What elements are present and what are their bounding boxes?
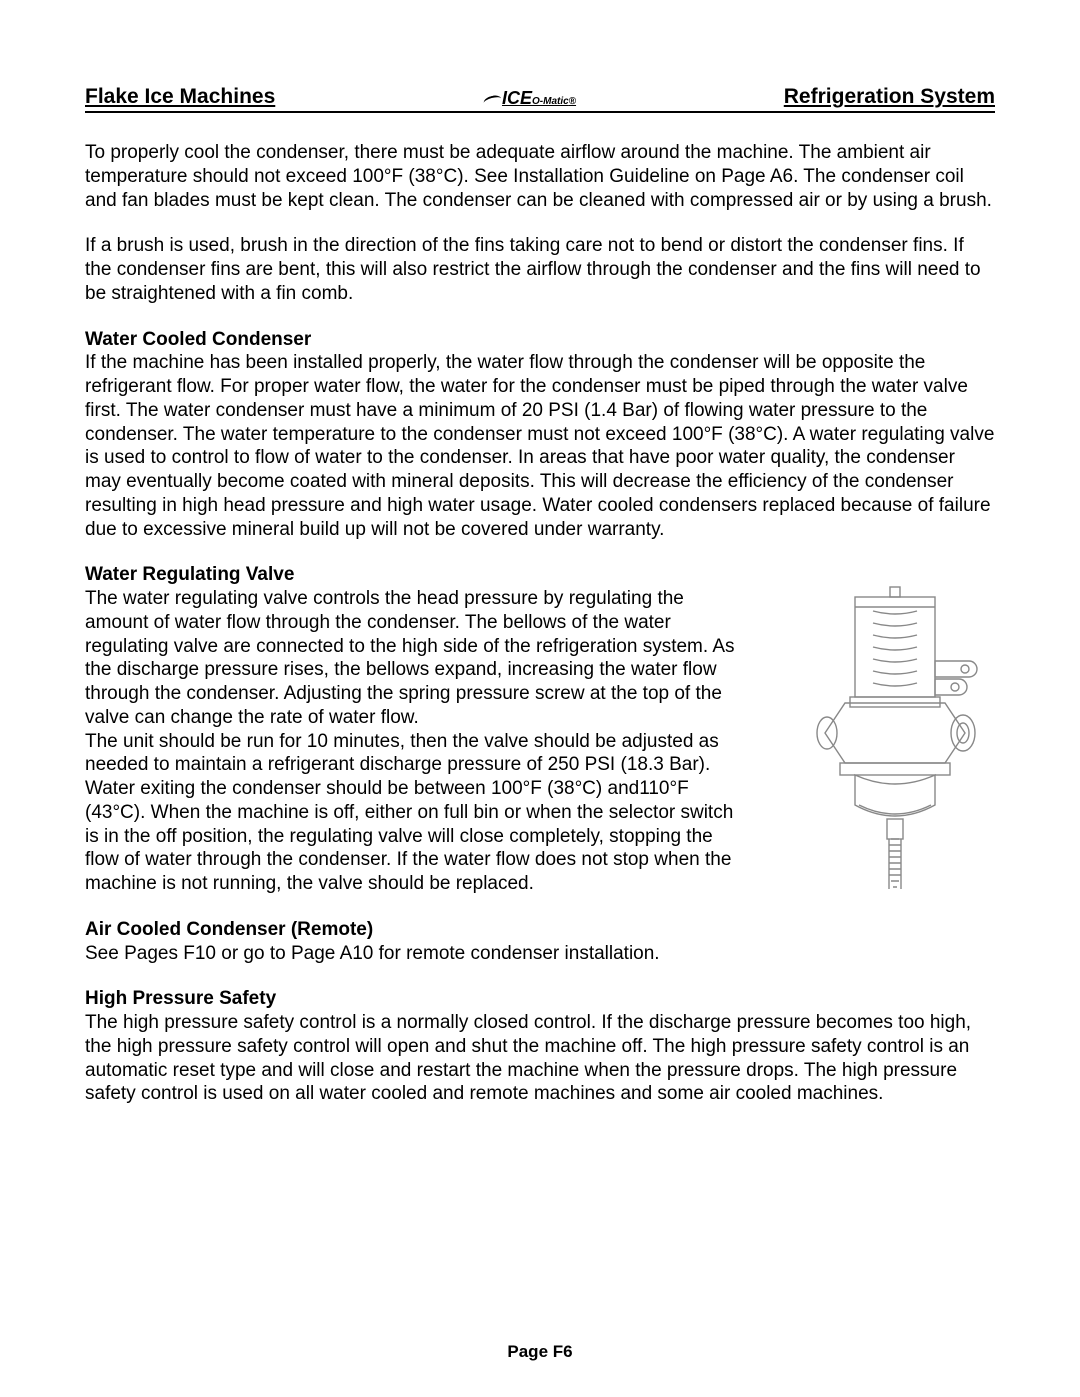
brand-swoosh-icon	[483, 94, 503, 108]
body-high-pressure: The high pressure safety control is a no…	[85, 1011, 995, 1106]
heading-air-remote: Air Cooled Condenser (Remote)	[85, 918, 995, 942]
valve-illustration-icon	[795, 583, 995, 913]
page-header: Flake Ice Machines ICE O-Matic ® Refrige…	[85, 85, 995, 113]
section-air-cooled-remote: Air Cooled Condenser (Remote) See Pages …	[85, 918, 995, 966]
heading-water-reg: Water Regulating Valve	[85, 563, 745, 587]
header-brand-logo: ICE O-Matic ®	[483, 88, 576, 109]
section-water-regulating-valve: Water Regulating Valve The water regulat…	[85, 563, 995, 896]
body-water-cooled: If the machine has been installed proper…	[85, 351, 995, 541]
intro-paragraph-2: If a brush is used, brush in the directi…	[85, 234, 995, 305]
brand-main: ICE	[502, 88, 532, 109]
section-water-cooled-condenser: Water Cooled Condenser If the machine ha…	[85, 328, 995, 542]
section-high-pressure-safety: High Pressure Safety The high pressure s…	[85, 987, 995, 1106]
page-footer: Page F6	[0, 1342, 1080, 1362]
heading-high-pressure: High Pressure Safety	[85, 987, 995, 1011]
header-left-title: Flake Ice Machines	[85, 85, 275, 109]
header-right-title: Refrigeration System	[784, 85, 995, 109]
brand-sub: O-Matic	[532, 96, 569, 107]
valve-figure	[795, 583, 1015, 918]
body-air-remote: See Pages F10 or go to Page A10 for remo…	[85, 942, 995, 966]
page-number: Page F6	[507, 1342, 572, 1361]
brand-reg: ®	[569, 96, 576, 107]
body-water-reg-1: The water regulating valve controls the …	[85, 587, 745, 730]
heading-water-cooled: Water Cooled Condenser	[85, 328, 995, 352]
intro-paragraph-1: To properly cool the condenser, there mu…	[85, 141, 995, 212]
body-water-reg-2: The unit should be run for 10 minutes, t…	[85, 730, 745, 896]
